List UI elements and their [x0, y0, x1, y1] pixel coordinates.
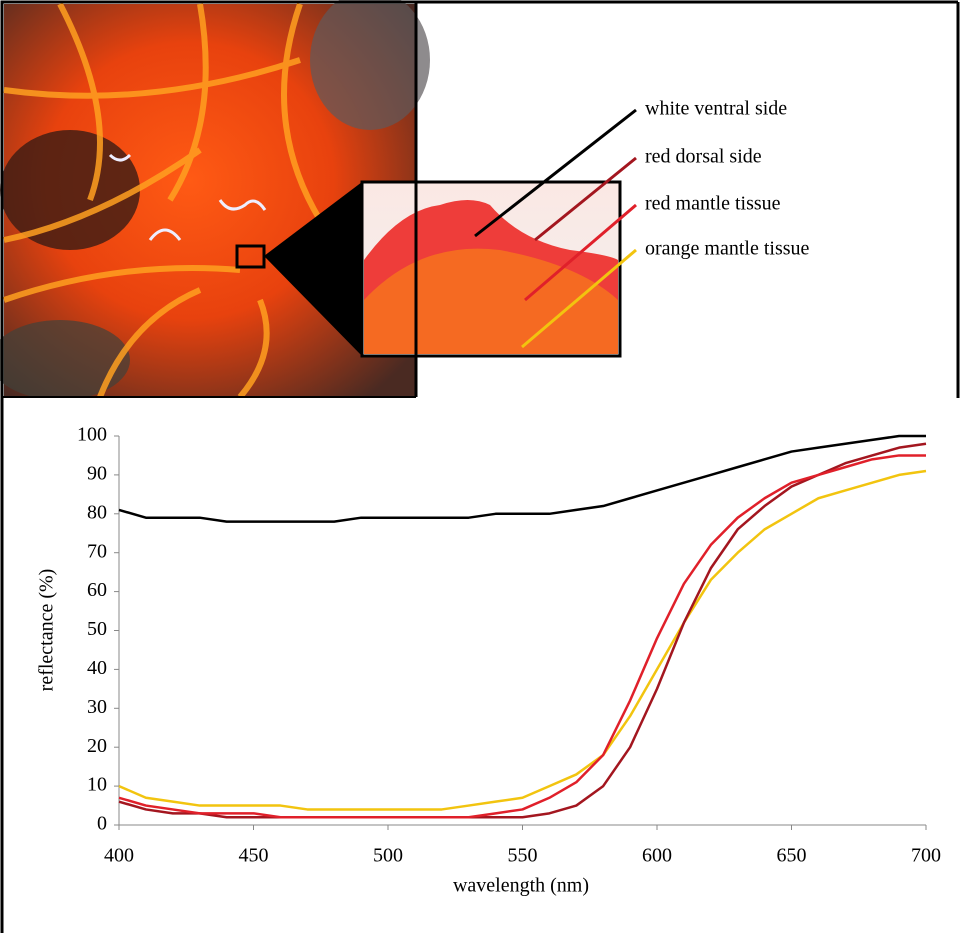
- x-tick-label: 400: [104, 845, 134, 867]
- x-tick-label: 650: [777, 845, 807, 867]
- y-tick-label: 70: [87, 540, 107, 562]
- legend-label: orange mantle tissue: [645, 238, 810, 260]
- legend-label: white ventral side: [645, 98, 787, 120]
- y-tick-label: 0: [97, 813, 107, 835]
- series-line: [118, 454, 926, 819]
- legend-label: red dorsal side: [645, 146, 762, 168]
- series-line: [118, 434, 926, 523]
- legend-pointer: [534, 156, 637, 242]
- y-tick-label: 100: [77, 424, 107, 446]
- chart-bg: [0, 398, 960, 933]
- legend-pointer: [521, 248, 637, 349]
- y-tick-label: 50: [87, 618, 107, 640]
- y-axis-title: reflectance (%): [36, 569, 58, 692]
- x-tick-label: 450: [239, 845, 269, 867]
- series-line: [118, 442, 927, 819]
- y-tick-label: 60: [87, 579, 107, 601]
- x-tick-label: 550: [508, 845, 538, 867]
- legend-pointer: [474, 108, 637, 238]
- y-tick-label: 10: [87, 774, 107, 796]
- x-axis-title: wavelength (nm): [453, 875, 589, 897]
- y-tick-label: 80: [87, 501, 107, 523]
- series-line: [118, 469, 927, 811]
- x-tick-label: 700: [911, 845, 941, 867]
- photo: [0, 0, 622, 400]
- legend-pointer: [524, 203, 637, 302]
- y-tick-label: 40: [87, 657, 107, 679]
- x-tick-label: 500: [373, 845, 403, 867]
- x-tick-label: 600: [642, 845, 672, 867]
- y-tick-label: 30: [87, 696, 107, 718]
- legend-label: red mantle tissue: [645, 193, 781, 215]
- y-tick-label: 90: [87, 462, 107, 484]
- y-tick-label: 20: [87, 735, 107, 757]
